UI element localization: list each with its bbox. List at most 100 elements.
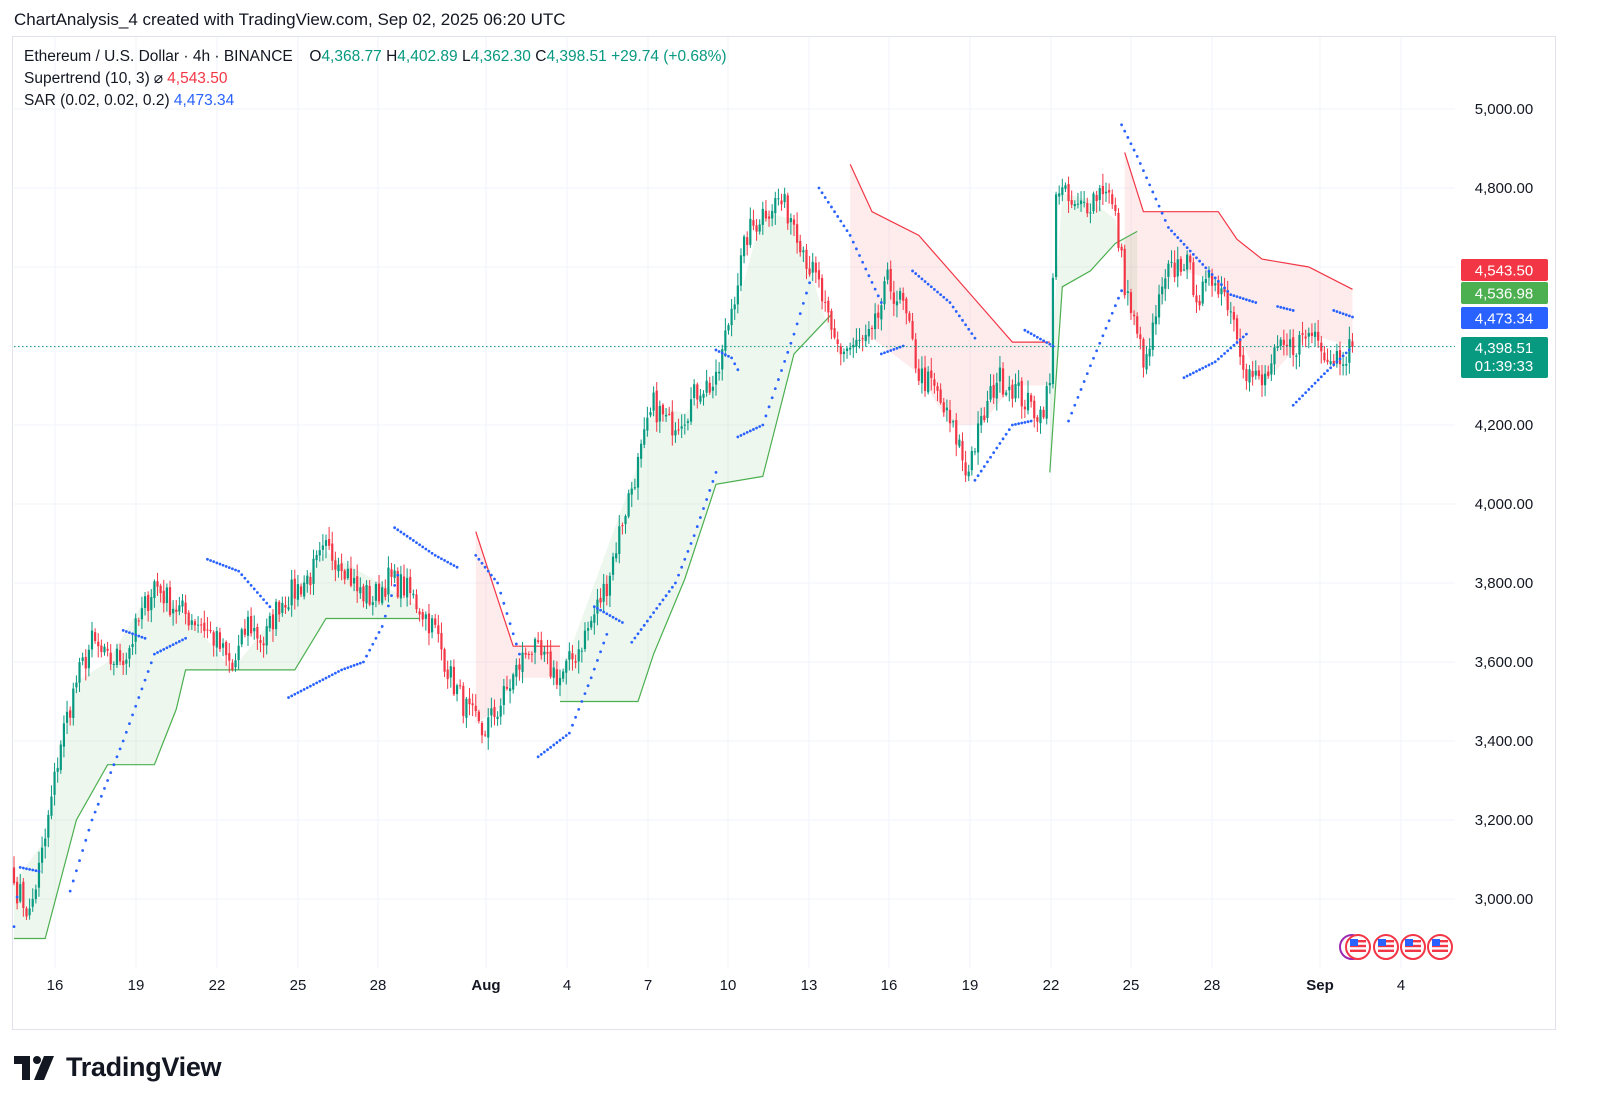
sar-dot xyxy=(1073,403,1077,407)
sar-dot xyxy=(421,545,425,549)
candle xyxy=(805,243,808,280)
candle xyxy=(1123,244,1126,299)
candle-body xyxy=(1145,354,1148,370)
candle xyxy=(90,621,94,658)
candle xyxy=(820,274,824,310)
candle-body xyxy=(521,652,524,672)
sar-row[interactable]: SAR (0.02, 0.02, 0.2) 4,473.34 xyxy=(24,90,727,112)
supertrend-fill xyxy=(850,164,1050,426)
candle xyxy=(605,575,608,606)
supertrend-row[interactable]: Supertrend (10, 3) ⌀ 4,543.50 xyxy=(24,68,727,90)
candle xyxy=(1070,190,1073,209)
diameter-icon: ⌀ xyxy=(153,70,164,87)
candle xyxy=(471,693,474,717)
candle xyxy=(508,679,512,704)
price-tick-label: 3,800.00 xyxy=(1475,575,1533,592)
candle-body xyxy=(421,612,424,620)
candle-body xyxy=(824,301,827,303)
candle-body xyxy=(693,384,696,399)
candle-body xyxy=(643,429,646,445)
candle-body xyxy=(842,351,846,355)
sar-dot xyxy=(876,294,880,298)
candle-body xyxy=(1104,191,1108,194)
candle-body xyxy=(758,224,761,232)
sar-dot xyxy=(224,565,228,568)
sar-dot xyxy=(1291,403,1295,407)
sar-dot xyxy=(449,562,453,566)
price-axis: 3,000.00 3,200.00 3,400.00 3,600.00 3,800.00… xyxy=(1475,101,1533,908)
sar-dot xyxy=(1229,293,1233,297)
candle-body xyxy=(465,698,468,718)
candle xyxy=(1301,321,1304,346)
candle xyxy=(942,398,945,417)
time-tick-label: 13 xyxy=(801,977,818,994)
candle-body xyxy=(923,367,927,391)
candle xyxy=(518,658,521,681)
candle-body xyxy=(1279,339,1282,347)
candle-body xyxy=(696,384,699,400)
sar-dot xyxy=(780,369,783,372)
sar-dot xyxy=(539,753,543,756)
sar-dot xyxy=(1011,423,1014,427)
candle-body xyxy=(203,622,206,632)
candle-body xyxy=(31,898,34,907)
candle-body xyxy=(961,440,964,461)
price-tick-label: 3,200.00 xyxy=(1475,812,1533,829)
sar-dot xyxy=(128,631,131,635)
sar-dot xyxy=(31,868,35,872)
sar-dot xyxy=(493,577,496,581)
candle xyxy=(802,246,805,263)
sar-dot xyxy=(221,563,225,567)
candle-body xyxy=(655,390,658,423)
sar-dot xyxy=(870,281,874,284)
candle xyxy=(883,276,886,310)
tradingview-logo[interactable]: TradingView xyxy=(14,1052,222,1083)
candle xyxy=(172,600,175,626)
candle xyxy=(920,356,924,394)
candle xyxy=(109,644,112,671)
candle-body xyxy=(206,629,209,631)
candle-body xyxy=(718,371,721,374)
sar-dot xyxy=(1201,366,1205,370)
sar-dot xyxy=(124,630,128,633)
sar-dot xyxy=(848,234,852,237)
candle-body xyxy=(349,568,353,586)
candle-body xyxy=(724,330,727,351)
candle xyxy=(917,359,920,386)
candle xyxy=(902,287,905,310)
candle xyxy=(543,646,546,662)
candle xyxy=(396,567,399,599)
symbol-row[interactable]: Ethereum / U.S. Dollar · 4h · BINANCE O4… xyxy=(24,46,727,68)
sar-dot xyxy=(106,779,109,782)
us-flag-icon xyxy=(1427,934,1453,960)
candle xyxy=(849,342,852,356)
sar-dot xyxy=(355,662,359,666)
sar-dot xyxy=(1029,419,1033,423)
candle xyxy=(973,447,977,456)
sar-dot xyxy=(1313,381,1317,385)
sar-dot xyxy=(1113,304,1117,308)
economic-events[interactable] xyxy=(1339,934,1453,960)
sar-dot xyxy=(330,673,334,677)
sar-dot xyxy=(480,561,484,565)
candle-body xyxy=(281,602,284,613)
candle-body xyxy=(1276,346,1279,348)
candle xyxy=(858,328,861,349)
candle-body xyxy=(1226,291,1229,311)
candle-body xyxy=(1008,386,1011,391)
candle xyxy=(633,478,636,491)
sar-dot xyxy=(823,196,827,199)
sar-dot xyxy=(505,612,509,615)
candle xyxy=(143,592,147,616)
candle xyxy=(874,303,877,340)
sar-dot xyxy=(964,323,967,327)
sar-dot xyxy=(667,590,671,593)
sar-dot xyxy=(773,387,777,391)
candle-body xyxy=(440,633,443,650)
sar-dot xyxy=(995,446,999,450)
candle-body xyxy=(262,643,265,646)
sar-dot xyxy=(611,615,615,619)
sar-dot xyxy=(886,350,889,354)
candle-body xyxy=(1005,392,1008,395)
